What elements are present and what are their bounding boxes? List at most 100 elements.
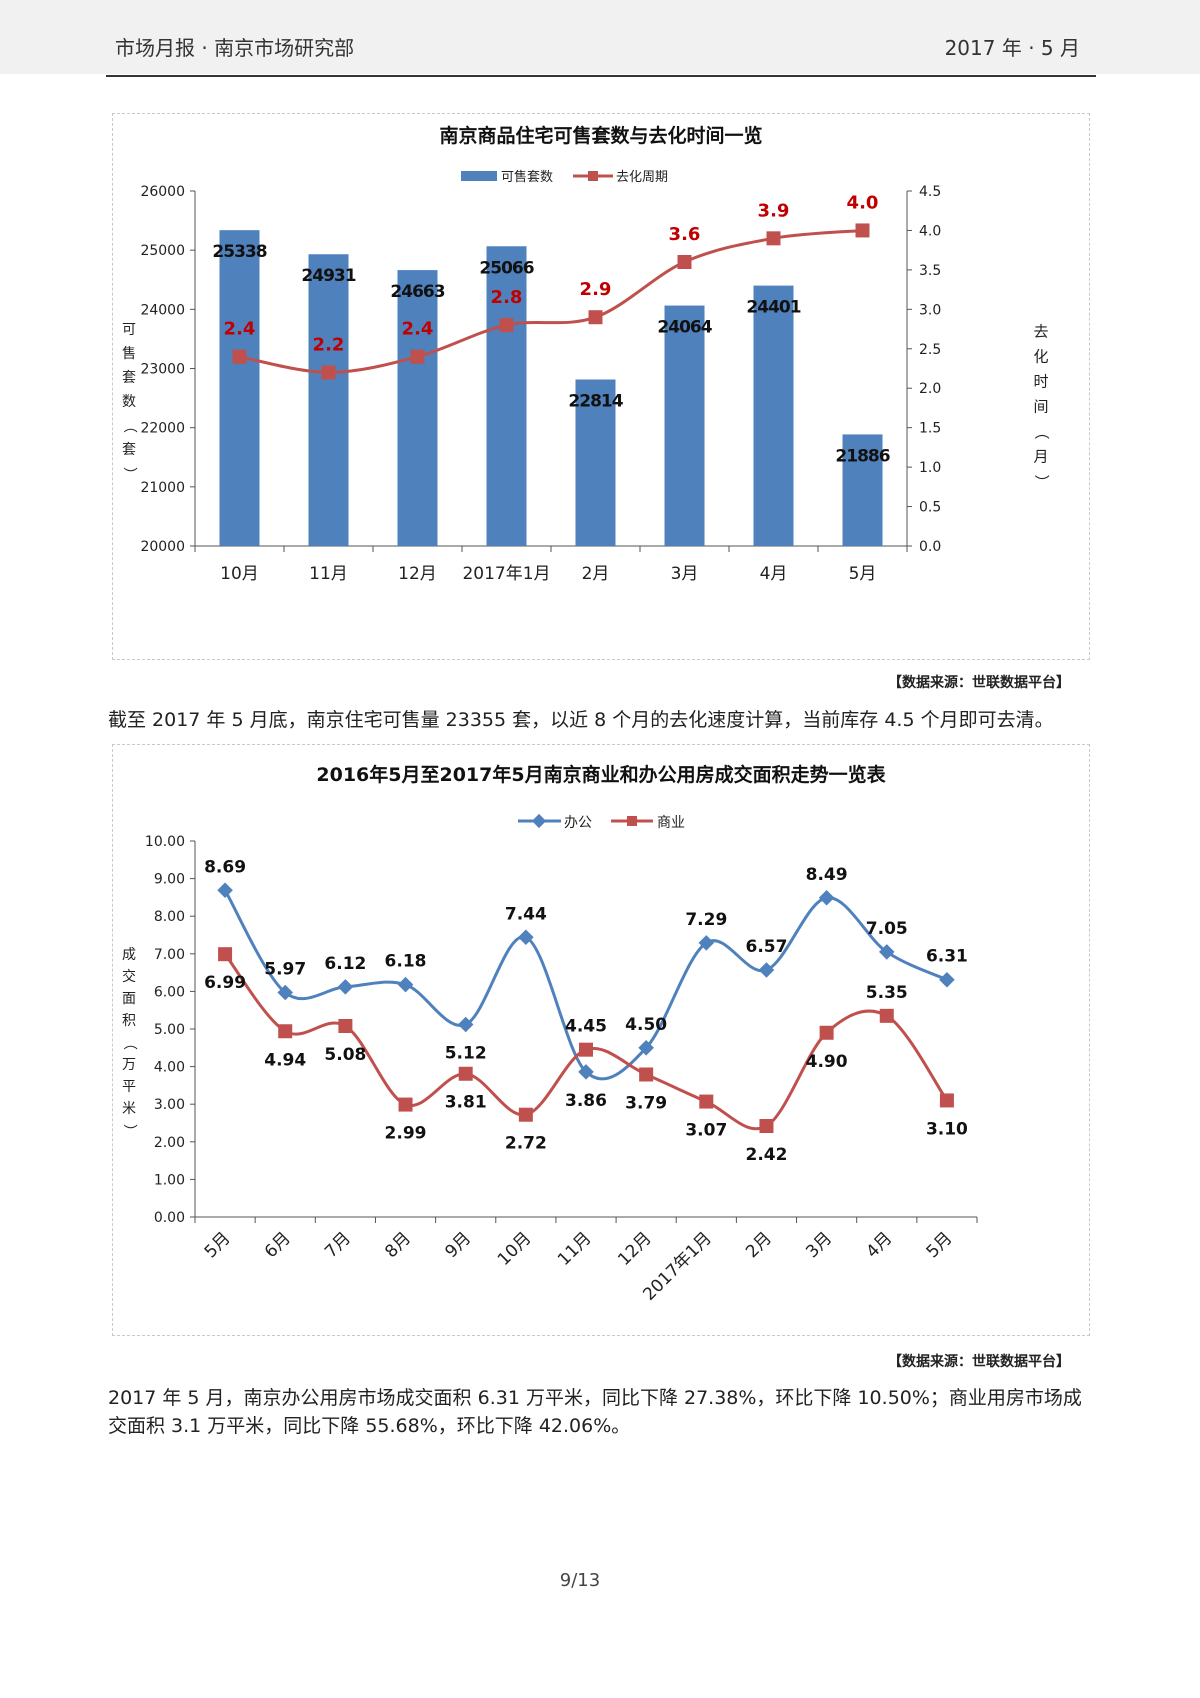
point-去化周期 bbox=[677, 255, 692, 269]
chart1-y-tick-label: 23000 bbox=[140, 362, 185, 378]
chart1-x-tick-label: 5月 bbox=[849, 564, 877, 584]
legend-line-label: 去化周期 bbox=[616, 170, 668, 185]
bar-value-label: 25066 bbox=[479, 258, 533, 278]
chart1-y-axis-title-char: 套 bbox=[122, 442, 136, 458]
commercial-value-label: 4.94 bbox=[264, 1050, 306, 1070]
office-value-label: 8.49 bbox=[806, 865, 848, 885]
chart2-y-tick-label: 1.00 bbox=[154, 1172, 185, 1188]
chart1-y2-axis-title-char: 月 bbox=[1033, 448, 1048, 466]
line-value-label: 2.4 bbox=[402, 319, 434, 340]
chart2-x-tick-label: 5月 bbox=[923, 1228, 957, 1262]
line-value-label: 2.2 bbox=[313, 334, 345, 355]
office-value-label: 5.12 bbox=[445, 1043, 487, 1063]
line-value-label: 2.9 bbox=[580, 279, 612, 300]
page-number: 9/13 bbox=[559, 1570, 601, 1591]
chart1-y-tick-label: 26000 bbox=[140, 184, 185, 200]
chart1-y2-tick-label: 0.0 bbox=[919, 539, 941, 555]
chart2-y-tick-label: 6.00 bbox=[154, 984, 185, 1000]
chart1-y2-axis-title-char: 时 bbox=[1033, 373, 1048, 391]
commercial-value-label: 5.35 bbox=[866, 983, 908, 1003]
chart2-y-axis-title-char: 交 bbox=[122, 968, 136, 985]
chart2-y-axis-title-char: （ bbox=[121, 1036, 137, 1050]
bar-value-label: 25338 bbox=[212, 242, 266, 262]
point-office bbox=[578, 1064, 594, 1080]
chart1-x-tick-label: 4月 bbox=[760, 564, 788, 584]
chart2-y-axis-title-char: 积 bbox=[122, 1013, 136, 1029]
chart2-x-tick-label: 9月 bbox=[441, 1228, 475, 1262]
chart1-y2-axis-title-char: ） bbox=[1033, 474, 1051, 489]
chart2-y-tick-label: 7.00 bbox=[154, 947, 185, 963]
chart2-y-axis-title-char: 面 bbox=[122, 991, 136, 1007]
chart2-title: 2016年5月至2017年5月南京商业和办公用房成交面积走势一览表 bbox=[316, 763, 886, 786]
point-office bbox=[939, 971, 955, 988]
commercial-value-label: 4.45 bbox=[565, 1017, 607, 1037]
commercial-value-label: 2.72 bbox=[505, 1134, 547, 1154]
bar-可售套数 bbox=[664, 305, 705, 546]
chart1-y-tick-label: 22000 bbox=[140, 421, 185, 437]
legend-line-marker bbox=[588, 171, 598, 181]
chart1-x-tick-label: 2017年1月 bbox=[462, 564, 550, 584]
chart1-y2-tick-label: 2.0 bbox=[919, 381, 941, 397]
point-去化周期 bbox=[499, 318, 514, 333]
legend-office-marker bbox=[531, 813, 547, 829]
chart1-y2-axis-title-char: 化 bbox=[1033, 348, 1048, 366]
chart1-y-tick-label: 21000 bbox=[140, 480, 185, 496]
point-commercial bbox=[819, 1025, 834, 1040]
point-office bbox=[457, 1016, 474, 1033]
chart1-y2-tick-label: 1.5 bbox=[919, 421, 941, 437]
point-commercial bbox=[458, 1066, 473, 1081]
chart1-x-tick-label: 10月 bbox=[220, 564, 259, 584]
chart2-x-tick-label: 11月 bbox=[554, 1228, 595, 1269]
line-去化周期 bbox=[239, 228, 863, 374]
chart2-x-tick-label: 2月 bbox=[742, 1228, 776, 1262]
chart2-y-axis-title-char: 成 bbox=[122, 947, 136, 963]
chart2-y-axis-title-char: ） bbox=[121, 1124, 137, 1138]
chart2-y-axis-title-char: 平 bbox=[122, 1079, 136, 1095]
chart2-y-tick-label: 2.00 bbox=[154, 1135, 185, 1151]
chart2-y-tick-label: 10.00 bbox=[145, 834, 185, 850]
chart1-source: 【数据来源：世联数据平台】 bbox=[888, 675, 1070, 691]
chart1-title: 南京商品住宅可售套数与去化时间一览 bbox=[439, 124, 762, 147]
chart2-x-tick-label: 6月 bbox=[261, 1228, 295, 1262]
bar-value-label: 24064 bbox=[657, 318, 712, 338]
chart1-y2-axis-title-char: 去 bbox=[1033, 323, 1048, 341]
point-去化周期 bbox=[766, 231, 781, 246]
office-value-label: 5.97 bbox=[264, 960, 306, 980]
paragraph-office-commercial: 2017 年 5 月，南京办公用房市场成交面积 6.31 万平米，同比下降 27… bbox=[108, 1387, 1082, 1437]
chart2-x-tick-label: 12月 bbox=[614, 1228, 655, 1269]
bar-可售套数 bbox=[842, 434, 883, 546]
chart1-y-axis-title-char: 数 bbox=[122, 394, 136, 410]
office-value-label: 6.18 bbox=[385, 952, 427, 972]
office-value-label: 4.50 bbox=[625, 1015, 667, 1035]
chart2-y-tick-label: 5.00 bbox=[154, 1022, 185, 1038]
line-value-label: 2.4 bbox=[224, 319, 256, 340]
chart2-x-tick-label: 5月 bbox=[201, 1228, 235, 1262]
bar-value-label: 24663 bbox=[390, 282, 444, 302]
point-commercial bbox=[579, 1042, 593, 1057]
chart1-y-axis-title-char: 售 bbox=[122, 346, 136, 362]
office-value-label: 6.12 bbox=[324, 954, 366, 974]
chart1-y2-tick-label: 4.0 bbox=[919, 223, 941, 239]
commercial-value-label: 4.90 bbox=[806, 1052, 848, 1072]
chart1-y2-axis-title-char: 间 bbox=[1033, 398, 1048, 416]
point-去化周期 bbox=[855, 223, 870, 238]
point-去化周期 bbox=[410, 349, 425, 364]
office-commercial-chart-panel: 2016年5月至2017年5月南京商业和办公用房成交面积走势一览表 办公 商业 0.0… bbox=[112, 744, 1090, 1336]
point-commercial bbox=[338, 1018, 353, 1033]
office-value-label: 7.44 bbox=[505, 904, 547, 924]
commercial-value-label: 6.99 bbox=[204, 973, 246, 993]
point-去化周期 bbox=[321, 365, 336, 380]
chart1-y-tick-label: 20000 bbox=[140, 539, 185, 555]
legend-bar-swatch bbox=[461, 171, 497, 181]
bar-可售套数 bbox=[308, 254, 349, 547]
point-去化周期 bbox=[232, 349, 247, 364]
chart2-x-tick-label: 8月 bbox=[381, 1228, 415, 1262]
commercial-value-label: 5.08 bbox=[324, 1045, 366, 1065]
point-commercial bbox=[278, 1024, 293, 1039]
point-office bbox=[758, 962, 775, 978]
commercial-value-label: 3.10 bbox=[926, 1119, 968, 1139]
office-value-label: 8.69 bbox=[204, 857, 246, 877]
chart1-x-tick-label: 11月 bbox=[309, 564, 348, 584]
